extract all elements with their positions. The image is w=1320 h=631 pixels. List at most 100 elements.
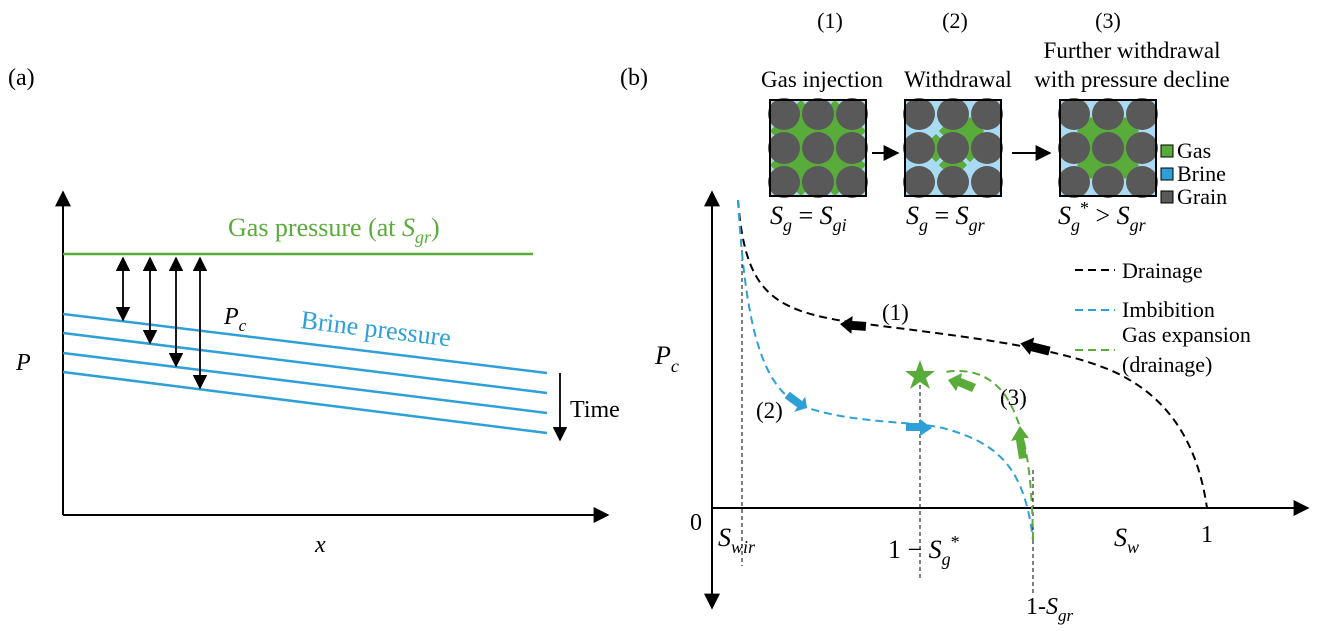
step-title: Further withdrawal (1044, 38, 1221, 63)
grain (802, 132, 834, 164)
step-title: Gas injection (761, 67, 883, 92)
curve-label: (2) (756, 398, 783, 423)
legend-label: Imbibition (1122, 297, 1215, 322)
text: = (792, 201, 820, 230)
grain (937, 166, 969, 198)
text: 1- (1026, 594, 1046, 620)
text: * (951, 532, 960, 552)
grain (836, 98, 868, 130)
text: g (942, 549, 951, 569)
grain (1058, 166, 1090, 198)
text: gi (833, 215, 847, 235)
grain (768, 98, 800, 130)
axis-label: Swir (718, 523, 756, 557)
text: gr (1130, 215, 1147, 235)
text: S (929, 535, 942, 564)
text: S (770, 201, 783, 230)
legend-label: Brine (1177, 161, 1226, 186)
grain (1126, 132, 1158, 164)
grain (937, 98, 969, 130)
text: S (906, 201, 919, 230)
curve-label: (1) (882, 300, 909, 325)
step-number: (3) (1095, 8, 1121, 33)
text: g (919, 215, 928, 235)
curve-label: (3) (1000, 385, 1027, 410)
step-title: Withdrawal (904, 67, 1012, 92)
box-border (904, 99, 1002, 197)
curve-arrows (784, 315, 1051, 459)
text: P (223, 304, 239, 330)
time-label: Time (570, 397, 620, 423)
grain (971, 166, 1003, 198)
text: c (671, 356, 679, 376)
text: S (718, 523, 731, 552)
grain (903, 98, 935, 130)
legend: Gas Brine Grain (1160, 138, 1227, 209)
step-title: with pressure decline (1034, 67, 1229, 92)
origin-label: 0 (690, 510, 702, 536)
text: ) (431, 213, 440, 242)
panel-label: (b) (620, 65, 648, 91)
text: gr (415, 227, 432, 247)
pc-label: Pc (223, 304, 247, 335)
grain (937, 132, 969, 164)
legend-label: Gas expansion (1122, 322, 1251, 347)
text: c (239, 316, 247, 335)
text: w (1127, 537, 1139, 557)
grain (1058, 98, 1090, 130)
panel-label: (a) (8, 65, 35, 91)
text: gr (969, 215, 986, 235)
panel-b: (b) (1) (2) (3) Gas injection Withdrawal… (620, 8, 1310, 625)
text: * (1080, 198, 1089, 218)
text: S (402, 213, 415, 242)
grain (903, 166, 935, 198)
grain (768, 132, 800, 164)
grain (836, 166, 868, 198)
legend-label: Grain (1177, 184, 1227, 209)
grain (1126, 98, 1158, 130)
text: > (1089, 201, 1117, 230)
saturation: Sg = Sgi (770, 201, 847, 235)
pore-diagrams (768, 98, 1158, 198)
grain (971, 98, 1003, 130)
star (905, 360, 935, 389)
imbibition-curve (737, 199, 1034, 541)
text: S (820, 201, 833, 230)
x-axis-label: x (314, 532, 326, 558)
y-axis-label: Pc (654, 341, 679, 376)
step-number: (2) (942, 8, 968, 33)
text: wir (731, 537, 756, 557)
grain (1092, 166, 1124, 198)
panel-a: (a) Gas pressure (at Sgr) Pc Brine press… (8, 65, 620, 558)
text: S (1117, 201, 1130, 230)
axis-label: 1-Sgr (1026, 594, 1074, 625)
grain (836, 132, 868, 164)
grain (903, 132, 935, 164)
grain (802, 98, 834, 130)
grain (768, 166, 800, 198)
text: S (1114, 523, 1127, 552)
grain (971, 132, 1003, 164)
box-border (1059, 99, 1157, 197)
text: S (1058, 201, 1071, 230)
box-border (769, 99, 867, 197)
text: g (1071, 215, 1080, 235)
y-axis-label: P (15, 350, 31, 376)
grain (1126, 166, 1158, 198)
text: 1 − (888, 535, 929, 564)
legend-label: (drainage) (1122, 352, 1212, 377)
text: gr (1058, 606, 1074, 625)
saturation: Sg = Sgr (906, 201, 986, 235)
text: S (1046, 594, 1058, 620)
gas-pressure-label: Gas pressure (at Sgr) (228, 213, 440, 247)
text: g (783, 215, 792, 235)
step-number: (1) (817, 8, 843, 33)
grain (1058, 132, 1090, 164)
legend-label: Drainage (1122, 258, 1203, 283)
drainage-curve (737, 199, 1208, 509)
axis-label: Sw (1114, 523, 1139, 557)
axis-label: 1 (1201, 522, 1213, 548)
grain (802, 166, 834, 198)
grain (1092, 98, 1124, 130)
